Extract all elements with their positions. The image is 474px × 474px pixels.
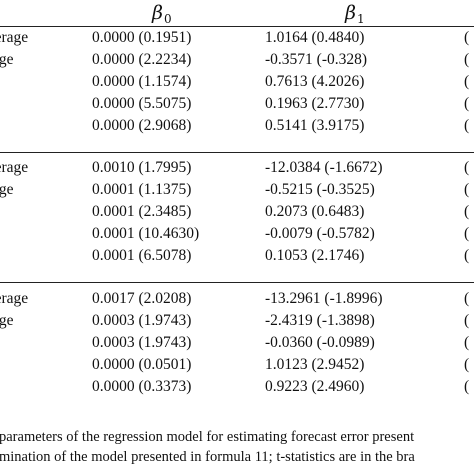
next-column-cell: ( [464, 290, 470, 307]
beta1-cell: 1.0123 (2.9452) [265, 356, 365, 373]
group-separator-rule [0, 282, 474, 283]
row-label: erage [0, 181, 14, 198]
beta1-cell: -13.2961 (-1.8996) [265, 290, 383, 307]
table-row: erage 0.0003 (1.9743) -2.4319 (-1.3898) ( [0, 310, 474, 332]
beta1-cell: -0.3571 (-0.328) [265, 51, 368, 68]
table-row: 0.0000 (0.3373) 0.9223 (2.4960) ( [0, 376, 474, 398]
header-rule [0, 26, 474, 27]
beta1-cell: 0.1963 (2.7730) [265, 95, 365, 112]
beta0-subscript: 0 [163, 12, 172, 26]
beta0-cell: 0.0003 (1.9743) [92, 334, 192, 351]
beta0-cell: 0.0000 (1.1574) [92, 73, 192, 90]
table-row: average 0.0000 (0.1951) 1.0164 (0.4840) ( [0, 27, 474, 49]
column-header-beta0: β0 [152, 2, 172, 30]
beta0-cell: 0.0017 (2.0208) [92, 290, 192, 307]
caption-line-1: parameters of the regression model for e… [0, 429, 415, 445]
row-label: average [0, 290, 29, 307]
table-row: 0.0000 (0.0501) 1.0123 (2.9452) ( [0, 354, 474, 376]
beta0-cell: 0.0000 (5.5075) [92, 95, 192, 112]
table-row: 0.0001 (10.4630) -0.0079 (-0.5782) ( [0, 223, 474, 245]
beta0-symbol: β [152, 2, 163, 24]
beta0-cell: 0.0000 (0.3373) [92, 378, 192, 395]
caption-line-2: mination of the model presented in formu… [0, 449, 415, 465]
next-column-cell: ( [464, 247, 470, 264]
next-column-cell: ( [464, 117, 470, 134]
beta0-cell: 0.0003 (1.9743) [92, 312, 192, 329]
next-column-cell: ( [464, 159, 470, 176]
beta1-symbol: β [345, 2, 356, 24]
beta0-cell: 0.0000 (0.1951) [92, 29, 192, 46]
beta0-cell: 0.0010 (1.7995) [92, 159, 192, 176]
beta1-cell: -12.0384 (-1.6672) [265, 159, 383, 176]
beta1-subscript: 1 [356, 12, 365, 26]
table-row: 0.0000 (1.1574) 0.7613 (4.2026) ( [0, 71, 474, 93]
beta0-cell: 0.0000 (2.9068) [92, 117, 192, 134]
beta0-cell: 0.0001 (6.5078) [92, 247, 192, 264]
next-column-cell: ( [464, 312, 470, 329]
next-column-cell: ( [464, 225, 470, 242]
beta0-cell: 0.0001 (10.4630) [92, 225, 200, 242]
row-label: average [0, 29, 29, 46]
table-row: erage 0.0000 (2.2234) -0.3571 (-0.328) ( [0, 49, 474, 71]
beta1-cell: -0.5215 (-0.3525) [265, 181, 375, 198]
beta1-cell: 0.9223 (2.4960) [265, 378, 365, 395]
row-label: erage [0, 312, 14, 329]
next-column-cell: ( [464, 203, 470, 220]
beta1-cell: 0.1053 (2.1746) [265, 247, 365, 264]
beta1-cell: -0.0360 (-0.0989) [265, 334, 375, 351]
beta0-cell: 0.0001 (1.1375) [92, 181, 192, 198]
next-column-cell: ( [464, 356, 470, 373]
row-label: erage [0, 51, 14, 68]
beta0-cell: 0.0000 (2.2234) [92, 51, 192, 68]
beta1-cell: -0.0079 (-0.5782) [265, 225, 375, 242]
beta1-cell: -2.4319 (-1.3898) [265, 312, 375, 329]
next-column-cell: ( [464, 73, 470, 90]
next-column-cell: ( [464, 95, 470, 112]
beta1-cell: 0.2073 (0.6483) [265, 203, 365, 220]
beta1-cell: 0.5141 (3.9175) [265, 117, 365, 134]
table-row: average 0.0017 (2.0208) -13.2961 (-1.8996)… [0, 288, 474, 310]
table-row: erage 0.0001 (1.1375) -0.5215 (-0.3525) ( [0, 179, 474, 201]
table-row: 0.0003 (1.9743) -0.0360 (-0.0989) ( [0, 332, 474, 354]
beta0-cell: 0.0000 (0.0501) [92, 356, 192, 373]
column-header-beta1: β1 [345, 2, 365, 30]
next-column-cell: ( [464, 378, 470, 395]
beta1-cell: 0.7613 (4.2026) [265, 73, 365, 90]
row-label: average [0, 159, 29, 176]
next-column-cell: ( [464, 29, 470, 46]
table-row: 0.0001 (6.5078) 0.1053 (2.1746) ( [0, 245, 474, 267]
beta0-cell: 0.0001 (2.3485) [92, 203, 192, 220]
table-row: average 0.0010 (1.7995) -12.0384 (-1.6672)… [0, 157, 474, 179]
group-separator-rule [0, 152, 474, 153]
next-column-cell: ( [464, 181, 470, 198]
table-row: 0.0001 (2.3485) 0.2073 (0.6483) ( [0, 201, 474, 223]
next-column-cell: ( [464, 51, 470, 68]
next-column-cell: ( [464, 334, 470, 351]
table-row: 0.0000 (2.9068) 0.5141 (3.9175) ( [0, 115, 474, 137]
table-row: 0.0000 (5.5075) 0.1963 (2.7730) ( [0, 93, 474, 115]
beta1-cell: 1.0164 (0.4840) [265, 29, 365, 46]
